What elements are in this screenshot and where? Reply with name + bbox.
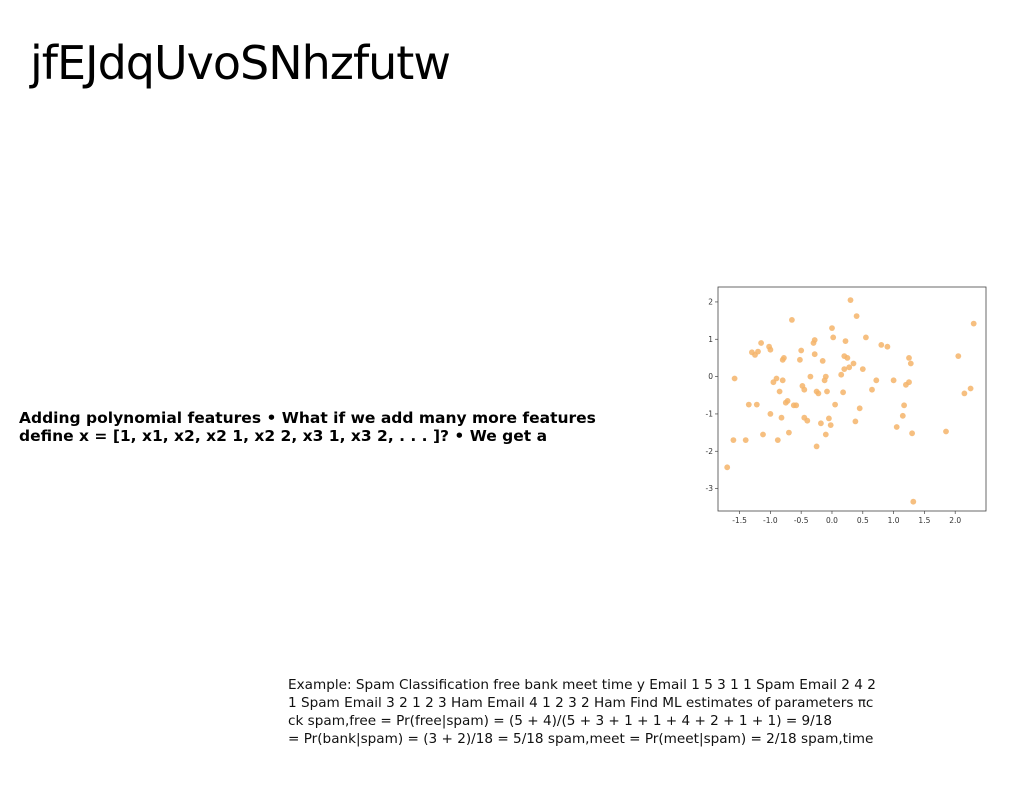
y-tick-label: -3 bbox=[706, 484, 714, 493]
scatter-point bbox=[813, 443, 820, 450]
scatter-point bbox=[970, 320, 977, 327]
x-tick-label: -1.0 bbox=[763, 516, 778, 525]
y-tick-label: 0 bbox=[708, 372, 713, 381]
scatter-point bbox=[844, 355, 851, 361]
scatter-point bbox=[842, 338, 849, 344]
scatter-point bbox=[859, 366, 866, 372]
scatter-point bbox=[846, 364, 853, 371]
x-tick-label: 0.0 bbox=[826, 516, 838, 525]
scatter-point bbox=[798, 347, 805, 354]
x-tick-label: -0.5 bbox=[794, 516, 809, 525]
y-axis-ticks: 2 1 0 -1 -2 -3 bbox=[706, 297, 718, 493]
scatter-point bbox=[847, 297, 854, 303]
x-tick-label: 2.0 bbox=[949, 516, 961, 525]
scatter-point bbox=[811, 351, 818, 358]
scatter-point bbox=[778, 414, 785, 421]
scatter-point bbox=[830, 334, 837, 341]
scatter-point bbox=[863, 334, 869, 341]
scatter-point bbox=[797, 356, 803, 363]
scatter-point bbox=[873, 377, 880, 384]
scatter-point bbox=[967, 385, 974, 392]
scatter-point bbox=[901, 402, 907, 409]
scatter-point bbox=[899, 412, 906, 419]
scatter-point bbox=[909, 430, 915, 437]
spam-text-line-2: 1 Spam Email 3 2 1 2 3 Ham Email 4 1 2 3… bbox=[288, 695, 874, 711]
scatter-point bbox=[853, 313, 860, 319]
scatter-point bbox=[856, 405, 863, 412]
scatter-point bbox=[890, 377, 897, 384]
spam-text-line-3: ck spam,free = Pr(free|spam) = (5 + 4)/(… bbox=[288, 713, 833, 729]
scatter-points bbox=[724, 297, 977, 505]
scatter-point bbox=[955, 353, 962, 359]
scatter-point bbox=[786, 429, 792, 436]
scatter-point bbox=[807, 373, 814, 380]
scatter-point bbox=[826, 415, 832, 422]
y-tick-label: -1 bbox=[706, 409, 714, 418]
polynomial-text-line-2: define x = [1, x1, x2, x2 1, x2 2, x3 1,… bbox=[19, 427, 548, 445]
scatter-point bbox=[781, 355, 787, 361]
scatter-point bbox=[789, 317, 795, 323]
scatter-point bbox=[767, 346, 774, 353]
scatter-point bbox=[773, 375, 780, 382]
scatter-point bbox=[776, 388, 783, 395]
scatter-point bbox=[884, 343, 891, 350]
x-tick-label: -1.5 bbox=[732, 516, 747, 525]
scatter-point bbox=[818, 420, 824, 427]
scatter-point bbox=[784, 398, 791, 404]
x-axis-ticks: -1.5 -1.0 -0.5 0.0 0.5 1.0 1.5 2.0 bbox=[732, 511, 961, 525]
scatter-point bbox=[827, 422, 834, 428]
scatter-point bbox=[815, 390, 822, 397]
scatter-point bbox=[850, 360, 857, 367]
x-tick-label: 1.5 bbox=[918, 516, 930, 525]
scatter-point bbox=[811, 337, 818, 343]
scatter-point bbox=[801, 386, 808, 393]
plot-frame bbox=[717, 286, 987, 512]
scatter-point bbox=[852, 418, 859, 425]
scatter-point bbox=[841, 366, 848, 372]
spam-text-line-1: Example: Spam Classification free bank m… bbox=[288, 677, 876, 693]
x-tick-label: 0.5 bbox=[857, 516, 869, 525]
scatter-point bbox=[730, 437, 737, 443]
scatter-point bbox=[819, 358, 826, 364]
scatter-point bbox=[793, 402, 800, 409]
scatter-point bbox=[832, 401, 838, 408]
y-tick-label: -2 bbox=[706, 447, 714, 456]
slide-title: jfEJdqUvoSNhzfutw bbox=[30, 36, 451, 90]
scatter-point bbox=[869, 386, 875, 393]
y-tick-label: 1 bbox=[708, 335, 713, 344]
spam-text-line-4: = Pr(bank|spam) = (3 + 2)/18 = 5/18 spam… bbox=[288, 731, 874, 747]
scatter-point bbox=[760, 431, 766, 438]
y-tick-label: 2 bbox=[708, 297, 713, 306]
scatter-point bbox=[755, 348, 761, 355]
scatter-point bbox=[829, 325, 835, 331]
polynomial-text-line-1: Adding polynomial features • What if we … bbox=[19, 409, 596, 427]
scatter-plot: -1.5 -1.0 -0.5 0.0 0.5 1.0 1.5 2.0 2 1 0 -1 -2 -3 bbox=[706, 286, 987, 525]
scatter-point bbox=[907, 360, 914, 367]
scatter-point bbox=[910, 498, 917, 505]
scatter-point bbox=[822, 373, 829, 380]
scatter-point bbox=[840, 389, 846, 396]
scatter-point bbox=[943, 428, 949, 435]
scatter-point bbox=[774, 437, 781, 443]
scatter-point bbox=[893, 424, 900, 430]
scatter-point bbox=[724, 464, 731, 471]
scatter-point bbox=[745, 401, 752, 408]
scatter-point bbox=[742, 437, 749, 443]
scatter-point bbox=[838, 371, 845, 378]
scatter-point bbox=[731, 375, 738, 382]
polynomial-features-text: Adding polynomial features • What if we … bbox=[19, 409, 639, 445]
scatter-point bbox=[779, 377, 786, 384]
scatter-point bbox=[906, 355, 912, 361]
scatter-point bbox=[804, 417, 811, 424]
scatter-point bbox=[767, 411, 774, 417]
scatter-point bbox=[753, 401, 760, 408]
scatter-point bbox=[961, 390, 968, 397]
spam-classification-text: Example: Spam Classification free bank m… bbox=[288, 676, 1008, 748]
scatter-point bbox=[906, 379, 912, 386]
scatter-point bbox=[758, 340, 764, 346]
scatter-point bbox=[878, 342, 885, 348]
scatter-point bbox=[822, 431, 829, 438]
x-tick-label: 1.0 bbox=[888, 516, 900, 525]
scatter-point bbox=[824, 388, 830, 395]
